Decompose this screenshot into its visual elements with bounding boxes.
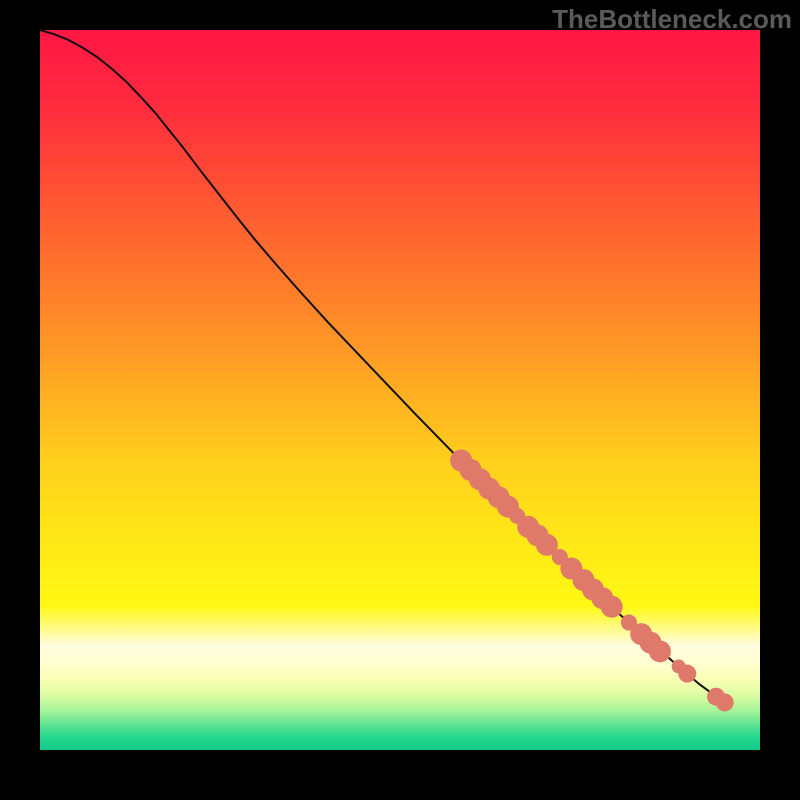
watermark-label: TheBottleneck.com [552, 4, 792, 35]
chart-stage: TheBottleneck.com [0, 0, 800, 800]
chart-svg [0, 0, 800, 800]
data-marker [678, 665, 696, 683]
data-marker [649, 640, 671, 662]
data-marker [601, 596, 623, 618]
data-marker [716, 693, 734, 711]
